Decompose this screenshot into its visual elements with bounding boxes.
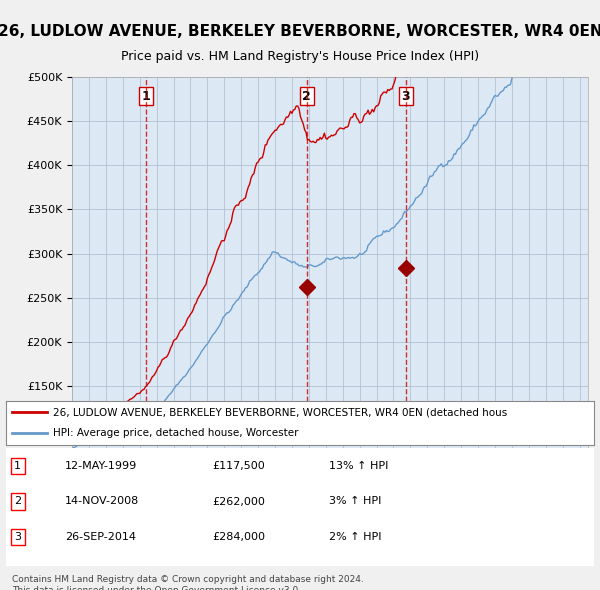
Text: 12-MAY-1999: 12-MAY-1999 [65,461,137,471]
Text: HPI: Average price, detached house, Worcester: HPI: Average price, detached house, Worc… [53,428,299,438]
Text: 2: 2 [302,90,311,103]
Text: 13% ↑ HPI: 13% ↑ HPI [329,461,389,471]
Text: 2: 2 [14,497,22,506]
Text: Contains HM Land Registry data © Crown copyright and database right 2024.
This d: Contains HM Land Registry data © Crown c… [12,575,364,590]
Text: 14-NOV-2008: 14-NOV-2008 [65,497,139,506]
Text: 1: 1 [14,461,21,471]
Text: 3: 3 [14,532,21,542]
Text: £117,500: £117,500 [212,461,265,471]
Text: 26, LUDLOW AVENUE, BERKELEY BEVERBORNE, WORCESTER, WR4 0EN (detached hous: 26, LUDLOW AVENUE, BERKELEY BEVERBORNE, … [53,407,507,417]
Text: 1: 1 [142,90,150,103]
Text: £262,000: £262,000 [212,497,265,506]
Text: 3: 3 [401,90,410,103]
Text: 26-SEP-2014: 26-SEP-2014 [65,532,136,542]
Text: 3% ↑ HPI: 3% ↑ HPI [329,497,382,506]
Text: 2% ↑ HPI: 2% ↑ HPI [329,532,382,542]
Text: 26, LUDLOW AVENUE, BERKELEY BEVERBORNE, WORCESTER, WR4 0EN: 26, LUDLOW AVENUE, BERKELEY BEVERBORNE, … [0,24,600,38]
Text: £284,000: £284,000 [212,532,265,542]
Text: Price paid vs. HM Land Registry's House Price Index (HPI): Price paid vs. HM Land Registry's House … [121,50,479,63]
